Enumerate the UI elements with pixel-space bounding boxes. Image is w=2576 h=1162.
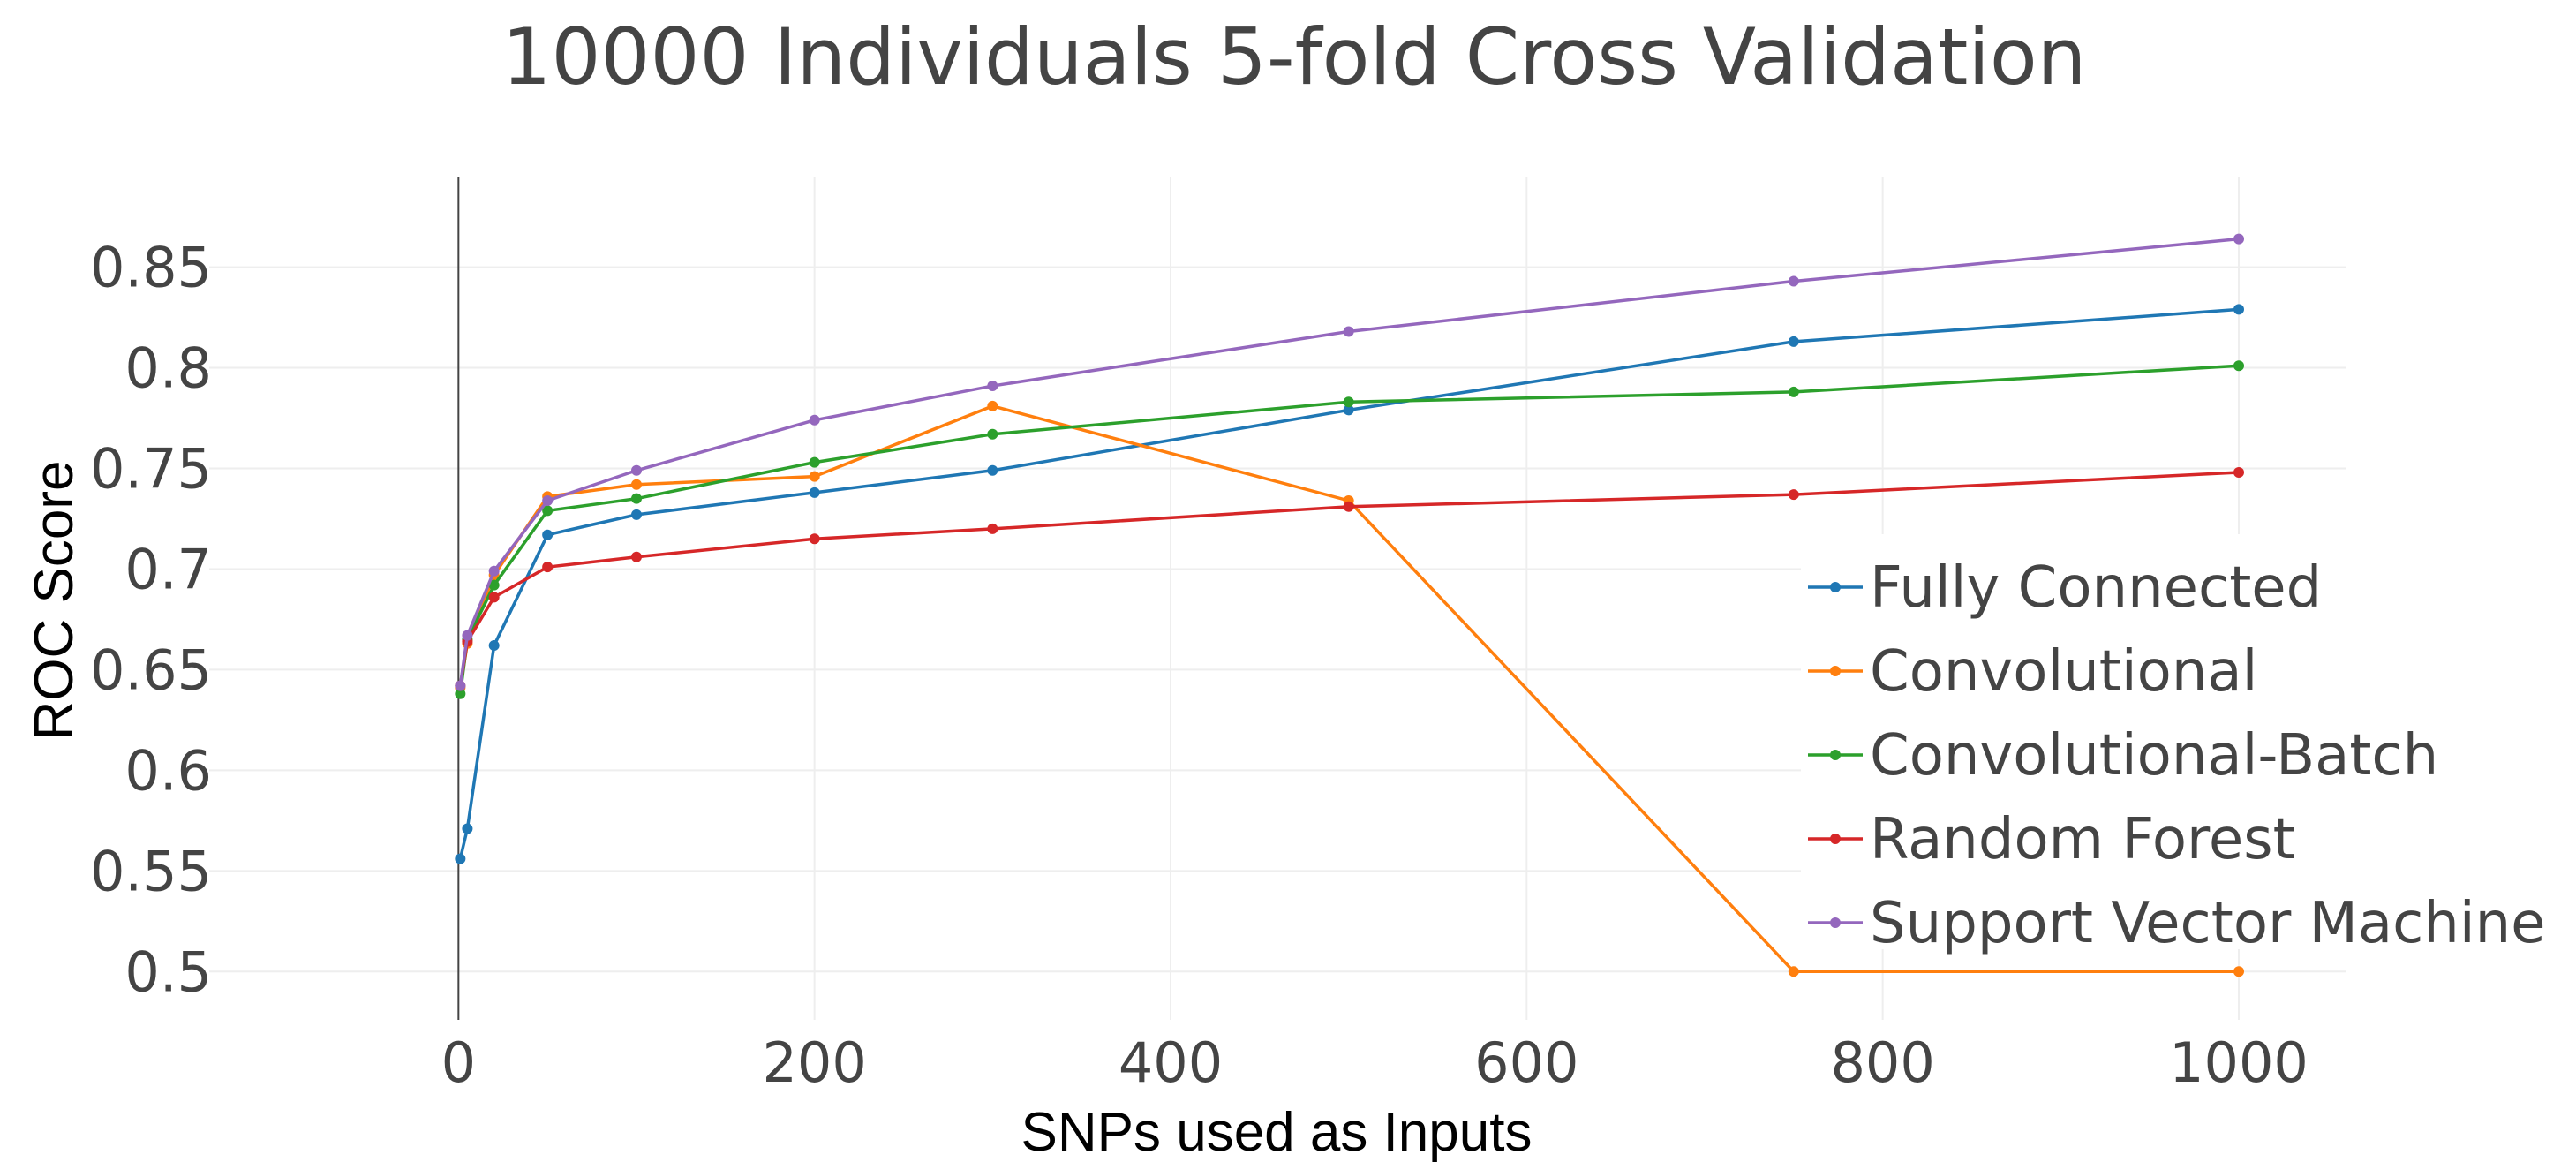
y-tick-label: 0.75: [90, 436, 212, 501]
legend-swatch-marker: [1830, 834, 1841, 844]
x-tick-label: 600: [1474, 1030, 1578, 1095]
data-point: [987, 400, 998, 411]
series-line: [458, 471, 2240, 686]
series-fully-connected: [455, 304, 2244, 864]
x-axis-label: SNPs used as Inputs: [1021, 1102, 1533, 1162]
data-point: [462, 823, 473, 834]
data-point: [1343, 404, 1354, 416]
series-support-vector-machine: [455, 233, 2244, 691]
data-point: [1343, 326, 1354, 337]
data-point: [987, 464, 998, 476]
data-point: [462, 630, 473, 641]
series-line: [458, 307, 2240, 860]
data-point: [631, 479, 642, 490]
data-point: [809, 471, 820, 482]
data-point: [455, 853, 466, 864]
data-point: [542, 562, 554, 573]
data-point: [2233, 304, 2244, 315]
data-point: [809, 456, 820, 468]
data-point: [542, 505, 554, 517]
data-point: [809, 533, 820, 545]
x-tick-label: 200: [762, 1030, 866, 1095]
data-point: [1343, 501, 1354, 512]
legend-swatch-marker: [1830, 750, 1841, 760]
legend-swatch-marker: [1830, 666, 1841, 676]
data-point: [542, 494, 554, 506]
data-point: [1788, 966, 1799, 977]
data-point: [488, 640, 500, 652]
data-point: [1343, 396, 1354, 408]
legend-swatch-marker: [1830, 582, 1841, 592]
x-tick-label: 400: [1119, 1030, 1223, 1095]
legend-item: Support Vector Machine: [1808, 891, 2546, 956]
legend-label: Random Forest: [1870, 807, 2295, 872]
data-point: [987, 381, 998, 392]
series-line: [458, 237, 2240, 686]
series-line: [458, 364, 2240, 694]
series-convolutional-batch: [455, 360, 2244, 699]
data-point: [455, 688, 466, 699]
legend-background: [1801, 534, 2569, 949]
y-tick-label: 0.65: [90, 638, 212, 702]
chart-title: 10000 Individuals 5-fold Cross Validatio…: [502, 11, 2087, 102]
y-tick-label: 0.8: [124, 336, 212, 401]
y-axis-label: ROC Score: [24, 461, 85, 741]
data-point: [809, 487, 820, 498]
legend-item: Random Forest: [1808, 807, 2295, 872]
x-tick-label: 1000: [2169, 1030, 2309, 1095]
legend-item: Convolutional: [1808, 639, 2257, 705]
data-point: [1788, 336, 1799, 347]
data-point: [987, 428, 998, 440]
data-point: [488, 579, 500, 591]
data-point: [631, 493, 642, 504]
data-point: [2233, 467, 2244, 479]
legend-item: Convolutional-Batch: [1808, 723, 2438, 788]
data-point: [2233, 233, 2244, 245]
data-point: [809, 414, 820, 426]
legend-item: Fully Connected: [1808, 555, 2322, 621]
legend-label: Convolutional: [1870, 639, 2257, 705]
y-tick-label: 0.85: [90, 236, 212, 300]
data-point: [631, 464, 642, 476]
legend-label: Fully Connected: [1870, 555, 2322, 621]
data-point: [488, 565, 500, 577]
x-tick-label: 0: [441, 1030, 476, 1095]
data-point: [488, 592, 500, 603]
legend-label: Convolutional-Batch: [1870, 723, 2438, 788]
data-point: [2233, 360, 2244, 372]
data-point: [542, 529, 554, 540]
y-tick-label: 0.55: [90, 839, 212, 903]
x-axis-ticks: 0 200 400 600 800 1000: [441, 1030, 2309, 1095]
data-point: [987, 523, 998, 534]
x-tick-label: 800: [1830, 1030, 1934, 1095]
series-layer: [455, 233, 2244, 977]
data-point: [1788, 386, 1799, 397]
data-point: [631, 509, 642, 520]
legend: Fully Connected Convolutional Convolutiona…: [1801, 534, 2569, 956]
data-point: [2233, 966, 2244, 977]
legend-label: Support Vector Machine: [1870, 891, 2546, 956]
data-point: [1788, 275, 1799, 287]
data-point: [455, 680, 466, 691]
y-tick-label: 0.6: [124, 738, 212, 803]
data-point: [631, 551, 642, 562]
y-tick-label: 0.5: [124, 939, 212, 1004]
legend-swatch-marker: [1830, 917, 1841, 928]
y-axis-ticks: 0.5 0.55 0.6 0.65 0.7 0.75 0.8 0.85: [90, 236, 212, 1005]
y-tick-label: 0.7: [124, 537, 212, 601]
data-point: [1788, 489, 1799, 501]
